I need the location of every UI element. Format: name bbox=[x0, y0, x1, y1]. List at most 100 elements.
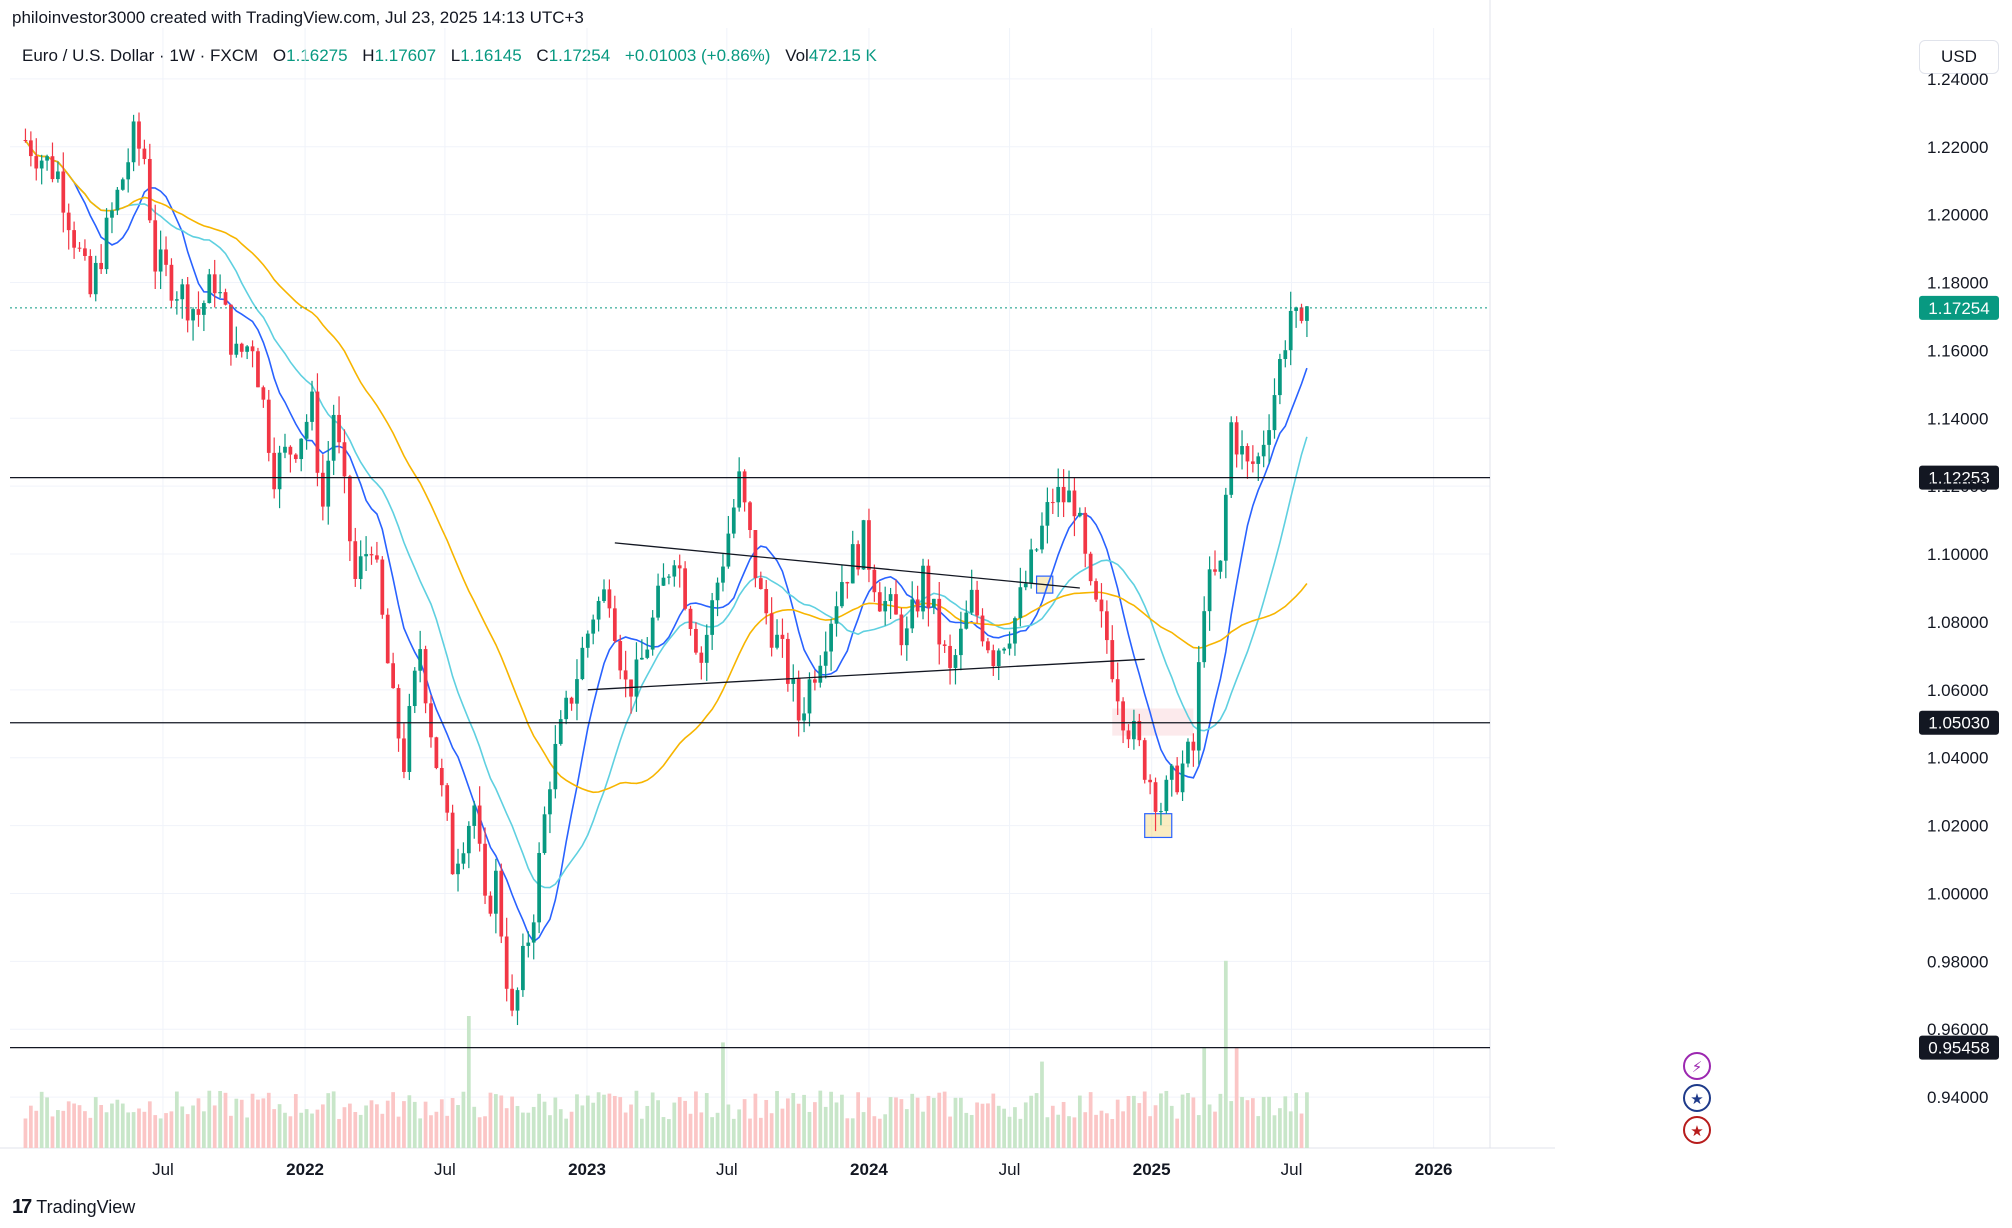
candle-body[interactable] bbox=[375, 555, 379, 560]
candle-body[interactable] bbox=[683, 568, 687, 609]
candle-body[interactable] bbox=[1002, 648, 1006, 651]
trendline[interactable] bbox=[614, 542, 1080, 589]
candle-body[interactable] bbox=[45, 156, 49, 161]
candle-body[interactable] bbox=[1121, 701, 1125, 731]
candle-body[interactable] bbox=[667, 576, 671, 578]
candle-body[interactable] bbox=[591, 619, 596, 634]
candle-body[interactable] bbox=[1067, 490, 1071, 503]
candle-body[interactable] bbox=[807, 679, 812, 714]
candle-body[interactable] bbox=[104, 217, 109, 270]
candle-body[interactable] bbox=[1186, 741, 1190, 764]
flash-icon[interactable] bbox=[1683, 1052, 1711, 1080]
candle-body[interactable] bbox=[1072, 490, 1077, 517]
candle-body[interactable] bbox=[272, 452, 277, 490]
candle-body[interactable] bbox=[785, 638, 790, 684]
candle-body[interactable] bbox=[964, 612, 969, 629]
symbol-name[interactable]: Euro / U.S. Dollar · 1W · FXCM bbox=[22, 46, 259, 65]
candle-body[interactable] bbox=[531, 922, 536, 943]
candle-body[interactable] bbox=[877, 592, 882, 612]
candle-body[interactable] bbox=[1229, 422, 1234, 495]
candle-body[interactable] bbox=[969, 589, 974, 613]
candle-body[interactable] bbox=[975, 589, 979, 616]
candle-body[interactable] bbox=[158, 249, 163, 272]
candle-body[interactable] bbox=[137, 121, 141, 149]
candle-body[interactable] bbox=[1256, 456, 1261, 464]
candle-body[interactable] bbox=[461, 853, 466, 864]
candle-body[interactable] bbox=[813, 679, 817, 683]
candle-body[interactable] bbox=[239, 343, 244, 352]
candle-body[interactable] bbox=[1169, 765, 1174, 780]
candle-body[interactable] bbox=[1261, 444, 1266, 457]
horizontal-levels[interactable]: 1.12253 1.05030 0.95458 1.17254 bbox=[10, 295, 1999, 1060]
candle-body[interactable] bbox=[780, 634, 785, 639]
candle-body[interactable] bbox=[472, 805, 477, 826]
candle-body[interactable] bbox=[418, 649, 423, 671]
candle-body[interactable] bbox=[1056, 486, 1061, 503]
candle-body[interactable] bbox=[56, 171, 60, 180]
candle-body[interactable] bbox=[894, 594, 898, 615]
candle-body[interactable] bbox=[677, 565, 682, 569]
candle-body[interactable] bbox=[645, 649, 650, 658]
candle-body[interactable] bbox=[661, 577, 666, 586]
candle-body[interactable] bbox=[1105, 611, 1109, 641]
candle-body[interactable] bbox=[385, 614, 390, 664]
candle-body[interactable] bbox=[412, 670, 417, 707]
candle-body[interactable] bbox=[364, 554, 368, 557]
candle-body[interactable] bbox=[758, 578, 763, 590]
candle-body[interactable] bbox=[1175, 765, 1180, 793]
candle-body[interactable] bbox=[283, 446, 287, 453]
candle-body[interactable] bbox=[564, 697, 569, 720]
candle-body[interactable] bbox=[1029, 549, 1034, 584]
candle-body[interactable] bbox=[742, 471, 747, 503]
candle-body[interactable] bbox=[293, 454, 298, 460]
candle-body[interactable] bbox=[585, 633, 590, 648]
candle-body[interactable] bbox=[931, 598, 936, 608]
candle-body[interactable] bbox=[704, 634, 709, 663]
time-axis[interactable]: Jul 2022 Jul 2023 Jul 2024 Jul 2025 Jul 2026 bbox=[152, 1160, 1452, 1179]
candle-body[interactable] bbox=[1245, 446, 1250, 462]
candle-body[interactable] bbox=[34, 156, 39, 169]
candle-body[interactable] bbox=[488, 895, 493, 914]
candle-body[interactable] bbox=[1018, 587, 1023, 619]
candle-body[interactable] bbox=[326, 460, 331, 507]
candle-body[interactable] bbox=[991, 650, 996, 667]
tradingview-logo[interactable]: 17 TradingView bbox=[12, 1196, 135, 1219]
candle-body[interactable] bbox=[304, 421, 309, 439]
candle-body[interactable] bbox=[1088, 553, 1093, 582]
candle-body[interactable] bbox=[445, 785, 450, 813]
candle-body[interactable] bbox=[1180, 763, 1185, 793]
candle-body[interactable] bbox=[396, 688, 401, 739]
candle-body[interactable] bbox=[899, 614, 904, 646]
candle-body[interactable] bbox=[1278, 359, 1282, 396]
candle-body[interactable] bbox=[288, 446, 293, 455]
candle-body[interactable] bbox=[845, 582, 850, 584]
candle-body[interactable] bbox=[1040, 525, 1044, 550]
candle-body[interactable] bbox=[1305, 306, 1309, 321]
candle-body[interactable] bbox=[650, 617, 655, 650]
candle-body[interactable] bbox=[1094, 581, 1098, 600]
candle-body[interactable] bbox=[1126, 730, 1131, 740]
candle-body[interactable] bbox=[142, 148, 147, 159]
candle-body[interactable] bbox=[256, 351, 260, 388]
candle-body[interactable] bbox=[731, 507, 736, 534]
candle-body[interactable] bbox=[342, 442, 347, 477]
candle-body[interactable] bbox=[861, 520, 866, 570]
candle-body[interactable] bbox=[672, 565, 677, 577]
candle-body[interactable] bbox=[494, 870, 498, 914]
candle-body[interactable] bbox=[504, 936, 509, 989]
candle-body[interactable] bbox=[791, 678, 796, 684]
candle-body[interactable] bbox=[721, 566, 725, 583]
candle-body[interactable] bbox=[261, 387, 266, 400]
candle-body[interactable] bbox=[1142, 740, 1147, 780]
candle-body[interactable] bbox=[548, 789, 552, 815]
candle-body[interactable] bbox=[499, 870, 504, 937]
eu-flag-icon[interactable] bbox=[1683, 1084, 1711, 1112]
candle-body[interactable] bbox=[937, 598, 942, 645]
candle-body[interactable] bbox=[1213, 569, 1217, 572]
candle-body[interactable] bbox=[953, 655, 958, 668]
candle-body[interactable] bbox=[1207, 569, 1212, 612]
candle-body[interactable] bbox=[429, 703, 433, 738]
candle-body[interactable] bbox=[72, 230, 76, 248]
candle-body[interactable] bbox=[266, 399, 271, 453]
